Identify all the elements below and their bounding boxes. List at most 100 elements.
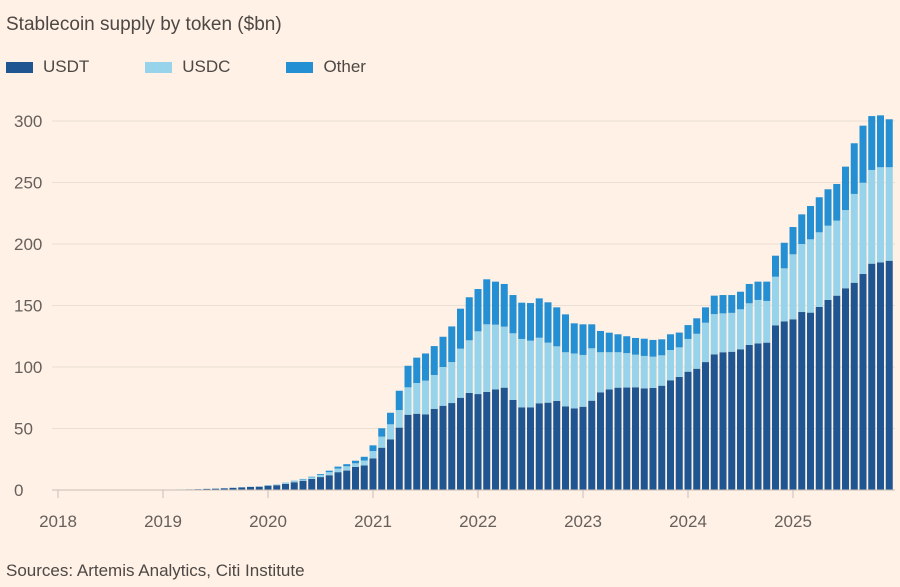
legend: USDT USDC Other — [6, 57, 422, 77]
bar-usdt-2025-01 — [789, 319, 797, 490]
bar-usdc-2021-02 — [378, 436, 386, 448]
bar-usdc-2025-10 — [868, 169, 876, 264]
bar-usdt-2020-10 — [343, 470, 351, 490]
bar-other-2024-05 — [719, 295, 727, 314]
bar-usdt-2022-05 — [509, 399, 517, 490]
bar-usdt-2023-04 — [605, 389, 613, 490]
y-tick-label: 50 — [14, 420, 33, 439]
y-tick-label: 100 — [14, 358, 42, 377]
bar-usdt-2020-04 — [290, 482, 298, 490]
bar-usdc-2023-06 — [623, 353, 631, 388]
bar-usdt-2021-06 — [413, 413, 421, 490]
bar-usdt-2023-10 — [658, 385, 666, 490]
bar-other-2024-12 — [780, 242, 788, 269]
bar-other-2020-09 — [334, 466, 342, 469]
bar-other-2022-07 — [527, 303, 534, 341]
bar-usdc-2022-11 — [562, 352, 569, 407]
bar-usdt-2019-12 — [255, 486, 263, 490]
bar-usdt-2025-09 — [859, 274, 867, 490]
bar-usdt-2025-11 — [877, 262, 884, 490]
bar-usdt-2022-11 — [562, 406, 569, 490]
bar-usdc-2022-04 — [500, 326, 508, 388]
bar-usdc-2020-02 — [273, 484, 281, 486]
bar-other-2025-07 — [842, 166, 849, 211]
bar-other-2022-08 — [535, 298, 543, 338]
bar-usdc-2021-01 — [369, 451, 377, 459]
bar-usdt-2020-11 — [352, 466, 359, 490]
bar-usdc-2022-08 — [535, 337, 543, 404]
bar-usdc-2024-03 — [702, 322, 709, 363]
bar-usdc-2021-04 — [395, 410, 403, 428]
bar-usdc-2023-08 — [640, 355, 648, 389]
bar-usdc-2022-06 — [518, 338, 526, 408]
bar-usdc-2020-12 — [360, 460, 368, 466]
bar-usdc-2023-04 — [605, 352, 613, 390]
bar-usdc-2023-10 — [658, 355, 666, 386]
bar-other-2021-12 — [465, 297, 473, 341]
bar-usdt-2024-06 — [728, 351, 736, 490]
bar-usdt-2024-02 — [693, 368, 701, 490]
bar-other-2020-07 — [317, 474, 324, 475]
x-tick-label: 2021 — [354, 512, 392, 531]
bar-usdc-2023-11 — [667, 350, 674, 381]
bar-usdt-2023-07 — [632, 387, 639, 490]
bar-other-2024-11 — [772, 255, 779, 277]
y-tick-label: 200 — [14, 235, 42, 254]
bar-usdt-2023-09 — [649, 387, 657, 490]
bar-other-2025-04 — [815, 197, 823, 233]
bar-other-2025-11 — [877, 115, 884, 168]
x-tick-label: 2024 — [669, 512, 707, 531]
bar-other-2021-10 — [448, 326, 456, 363]
bar-other-2025-08 — [850, 143, 858, 194]
bar-usdc-2022-12 — [570, 353, 578, 409]
bar-usdt-2025-10 — [868, 263, 876, 490]
bar-usdt-2021-04 — [395, 427, 403, 490]
bar-usdt-2025-07 — [842, 288, 849, 490]
x-tick-label: 2020 — [249, 512, 287, 531]
bar-usdc-2020-05 — [299, 479, 307, 481]
bar-usdt-2021-05 — [404, 414, 412, 490]
bar-usdc-2021-09 — [439, 367, 447, 406]
bar-other-2021-01 — [369, 445, 377, 452]
bar-usdt-2024-08 — [745, 344, 753, 490]
bar-usdt-2019-11 — [247, 486, 254, 490]
bar-usdt-2019-06 — [203, 488, 211, 490]
bar-usdc-2022-09 — [544, 342, 552, 403]
bar-usdt-2022-02 — [483, 391, 491, 490]
y-tick-label: 0 — [14, 481, 23, 500]
bar-other-2023-10 — [658, 339, 666, 356]
bar-other-2023-04 — [605, 332, 613, 353]
bar-usdt-2019-09 — [229, 487, 237, 490]
bar-other-2023-02 — [588, 324, 596, 349]
bar-usdt-2019-08 — [220, 488, 228, 490]
bar-usdt-2025-04 — [815, 306, 823, 490]
bar-usdc-2021-05 — [404, 387, 412, 415]
bar-other-2020-12 — [360, 456, 368, 461]
bar-other-2024-01 — [684, 325, 692, 339]
bar-other-2021-09 — [439, 336, 447, 367]
legend-item-other: Other — [286, 57, 366, 77]
bar-usdt-2025-08 — [850, 282, 858, 490]
bar-usdt-2023-11 — [667, 380, 674, 490]
bar-usdc-2023-12 — [675, 347, 683, 377]
bar-other-2025-09 — [859, 125, 867, 183]
bar-usdt-2024-01 — [684, 371, 692, 490]
bar-usdt-2021-10 — [448, 403, 456, 490]
bar-usdt-2025-03 — [807, 312, 814, 490]
bar-usdc-2021-12 — [465, 340, 473, 393]
bar-usdc-2022-07 — [527, 340, 534, 408]
bar-usdc-2025-02 — [798, 244, 806, 313]
bar-usdc-2025-06 — [833, 220, 841, 296]
bar-usdc-2024-08 — [745, 303, 753, 345]
bar-usdt-2024-09 — [754, 343, 762, 490]
bar-usdc-2024-04 — [710, 314, 718, 355]
bar-usdt-2022-04 — [500, 387, 508, 490]
bar-usdc-2024-07 — [737, 309, 744, 350]
bar-other-2022-05 — [509, 295, 517, 334]
bar-usdt-2022-07 — [527, 407, 534, 490]
bar-other-2024-02 — [693, 318, 701, 334]
bar-usdc-2025-04 — [815, 232, 823, 307]
legend-label-other: Other — [323, 57, 366, 76]
bar-usdt-2020-05 — [299, 480, 307, 490]
bar-usdt-2021-07 — [422, 414, 429, 490]
